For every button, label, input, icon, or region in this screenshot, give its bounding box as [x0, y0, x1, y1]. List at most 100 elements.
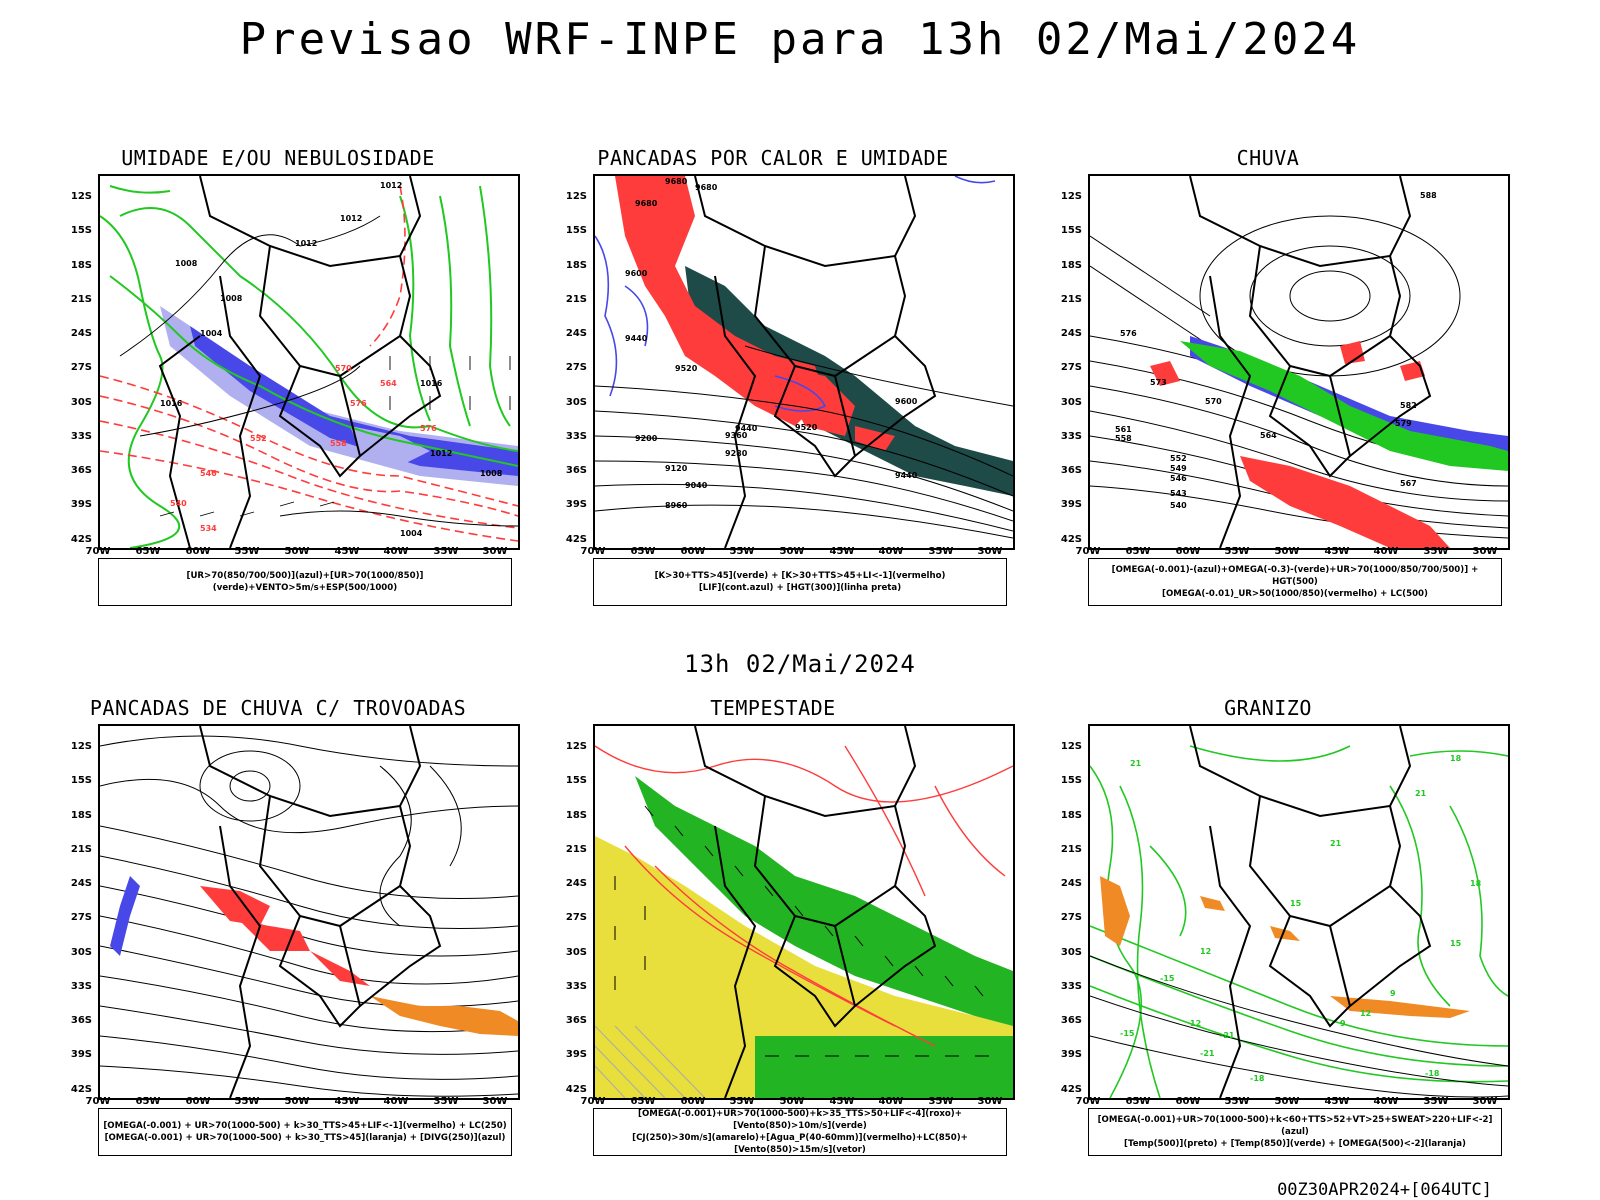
lon-label: 35W — [433, 1096, 459, 1107]
panel-chuva: CHUVA — [1058, 146, 1510, 620]
contour-label: 9280 — [725, 449, 748, 458]
lat-label: 21S — [1060, 844, 1082, 855]
lat-label: 21S — [70, 844, 92, 855]
contour-label: 1016 — [420, 379, 443, 388]
contour-label: -15 — [1120, 1029, 1135, 1038]
forecast-time-label: 13h 02/Mai/2024 — [684, 650, 916, 678]
lat-label: 21S — [1060, 294, 1082, 305]
lon-label: 55W — [234, 1096, 260, 1107]
lat-label: 39S — [565, 1049, 587, 1060]
lat-label: 27S — [1060, 362, 1082, 373]
temp850-green-contours — [1090, 745, 1508, 1098]
map-canvas: 9680968096809600952094409600952094409360… — [595, 176, 1013, 548]
lat-label: 12S — [70, 191, 92, 202]
contour-label: 1016 — [160, 399, 183, 408]
borders — [1189, 176, 1432, 548]
lon-label: 35W — [1423, 1096, 1449, 1107]
lon-label: 70W — [85, 546, 111, 557]
map-chuva: 588 582 579 576 573 570 567 564 561 558 552 549 546 5… — [1088, 174, 1510, 550]
contour-label: 1012 — [295, 239, 317, 248]
contour-label: 9 — [1390, 989, 1396, 998]
contour-label: -21 — [1220, 1031, 1235, 1040]
caption-line: [K>30+TTS>45](verde) + [K>30+TTS>45+LI<-… — [654, 571, 946, 581]
orange-fill — [370, 996, 518, 1036]
lat-label: 39S — [1060, 1049, 1082, 1060]
contour-label: 12 — [1360, 1009, 1371, 1018]
contour-label: 9600 — [625, 269, 648, 278]
lon-label: 50W — [779, 1096, 805, 1107]
omega-green-fill — [1180, 341, 1508, 471]
contour-label: 12 — [1200, 947, 1211, 956]
contour-label: 9680 — [635, 199, 658, 208]
contour-label: 8960 — [665, 501, 688, 510]
contour-label: 9520 — [795, 423, 818, 432]
water-red-contours — [595, 745, 1013, 1047]
lat-label: 18S — [1060, 260, 1082, 271]
contour-label: 1008 — [175, 259, 198, 268]
contour-label: 540 — [170, 499, 187, 508]
lat-label: 12S — [565, 191, 587, 202]
lat-label: 36S — [1060, 465, 1082, 476]
contour-label: 564 — [380, 379, 397, 388]
lat-label: 36S — [70, 1015, 92, 1026]
lon-label: 65W — [630, 546, 656, 557]
lat-label: 39S — [70, 1049, 92, 1060]
legend-caption: [K>30+TTS>45](verde) + [K>30+TTS>45+LI<-… — [593, 558, 1007, 606]
legend-caption: [OMEGA(-0.001)+UR>70(1000-500)+k>35_TTS>… — [593, 1108, 1007, 1156]
contour-label: 582 — [1400, 401, 1417, 410]
panel-umidade: UMIDADE E/OU NEBULOSIDADE — [68, 146, 520, 620]
lon-label: 65W — [135, 546, 161, 557]
rh-mid-fill — [160, 306, 518, 486]
lat-label: 27S — [565, 912, 587, 923]
legend-caption: [OMEGA(-0.001) + UR>70(1000-500) + k>30_… — [98, 1108, 512, 1156]
contour-label: 9680 — [695, 183, 718, 192]
lon-label: 70W — [580, 1096, 606, 1107]
lat-label: 24S — [565, 878, 587, 889]
contour-label: 546 — [200, 469, 217, 478]
borders — [694, 176, 937, 548]
lat-label: 18S — [565, 810, 587, 821]
lat-label: 27S — [70, 362, 92, 373]
lon-label: 30W — [1472, 546, 1498, 557]
lat-label: 30S — [1060, 947, 1082, 958]
legend-caption: [OMEGA(-0.001)-(azul)+OMEGA(-0.3)-(verde… — [1088, 558, 1502, 606]
contour-label: 15 — [1290, 899, 1302, 908]
lat-label: 30S — [565, 947, 587, 958]
contour-label: 15 — [1450, 939, 1462, 948]
contour-label: 567 — [1400, 479, 1417, 488]
contour-label: 543 — [1170, 489, 1187, 498]
contour-label: 18 — [1450, 754, 1462, 763]
lat-label: 42S — [70, 534, 92, 545]
contour-label: 576 — [1120, 329, 1137, 338]
omega-red-fill — [1150, 341, 1450, 548]
contour-label: 558 — [330, 439, 347, 448]
lat-label: 12S — [565, 741, 587, 752]
contour-label: 588 — [1420, 191, 1437, 200]
panel-title: PANCADAS DE CHUVA C/ TROVOADAS — [89, 696, 467, 720]
caption-line: [OMEGA(-0.001)-(azul)+OMEGA(-0.3)-(verde… — [1111, 565, 1479, 587]
lon-label: 60W — [1175, 546, 1201, 557]
contour-label: 9120 — [665, 464, 688, 473]
contour-label: 1012 — [430, 449, 452, 458]
lon-label: 65W — [630, 1096, 656, 1107]
lat-label: 30S — [565, 397, 587, 408]
lat-label: 18S — [565, 260, 587, 271]
contour-label: 1004 — [200, 329, 223, 338]
lon-label: 30W — [482, 546, 508, 557]
lon-label: 70W — [1075, 1096, 1101, 1107]
lon-label: 50W — [1274, 546, 1300, 557]
panel-title: TEMPESTADE — [710, 696, 836, 720]
lon-label: 30W — [482, 1096, 508, 1107]
map-pancadas-calor: 9680 9680 9680 9600 9520 9440 9600 9520 9440 9360… — [593, 174, 1015, 550]
lon-label: 50W — [779, 546, 805, 557]
panel-tempestade: TEMPESTADE — [563, 696, 1015, 1170]
red-thickness-contours — [100, 185, 518, 542]
map-pancadas-trovoadas — [98, 724, 520, 1100]
panel-title: UMIDADE E/OU NEBULOSIDADE — [121, 146, 435, 170]
lat-label: 12S — [1060, 191, 1082, 202]
model-run-label: 00Z30APR2024+[064UTC] — [1277, 1180, 1492, 1200]
lon-label: 70W — [85, 1096, 111, 1107]
lat-label: 36S — [565, 465, 587, 476]
borders — [158, 176, 442, 548]
panel-title: PANCADAS POR CALOR E UMIDADE — [597, 146, 949, 170]
